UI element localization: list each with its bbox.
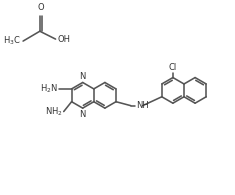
Text: N: N [79,72,86,81]
Text: H$_2$N: H$_2$N [40,83,58,95]
Text: N: N [79,110,86,119]
Text: Cl: Cl [169,63,177,72]
Text: H$_3$C: H$_3$C [3,35,21,47]
Text: OH: OH [58,35,70,44]
Text: O: O [38,4,44,12]
Text: NH: NH [136,101,149,110]
Text: NH$_2$: NH$_2$ [45,105,63,118]
